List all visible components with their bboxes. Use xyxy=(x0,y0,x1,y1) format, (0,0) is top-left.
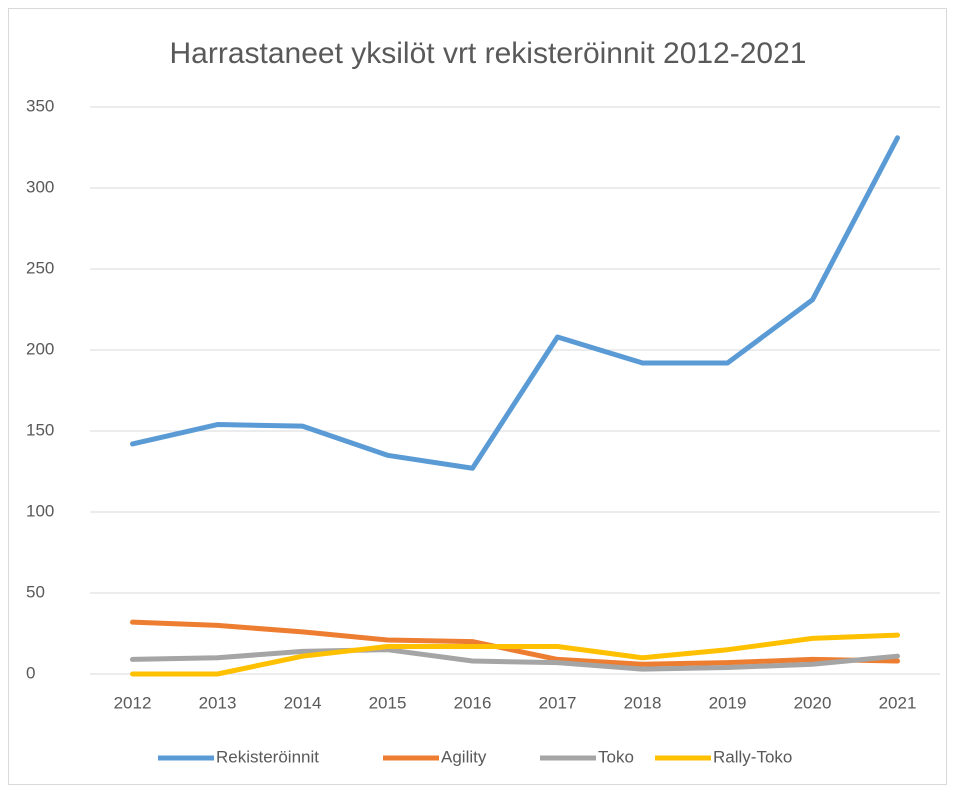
y-tick-label: 200 xyxy=(26,339,54,358)
legend-label: Agility xyxy=(441,747,487,766)
legend-label: Toko xyxy=(598,747,634,766)
x-tick-label: 2015 xyxy=(369,693,407,712)
series-line xyxy=(130,135,900,471)
y-tick-label: 250 xyxy=(26,258,54,277)
y-tick-label: 100 xyxy=(26,501,54,520)
x-tick-label: 2019 xyxy=(709,693,747,712)
x-tick-label: 2020 xyxy=(794,693,832,712)
y-tick-label: 150 xyxy=(26,420,54,439)
chart-title: Harrastaneet yksilöt vrt rekisteröinnit … xyxy=(170,37,807,70)
y-tick-label: 0 xyxy=(26,663,35,682)
series-line xyxy=(130,647,900,672)
x-tick-label: 2012 xyxy=(114,693,152,712)
chart-frame xyxy=(8,8,947,785)
y-tick-label: 50 xyxy=(26,582,45,601)
x-tick-label: 2016 xyxy=(454,693,492,712)
x-tick-label: 2014 xyxy=(284,693,322,712)
y-tick-label: 350 xyxy=(26,96,54,115)
x-tick-label: 2018 xyxy=(624,693,662,712)
x-tick-label: 2017 xyxy=(539,693,577,712)
series-line xyxy=(130,632,900,677)
legend-label: Rekisteröinnit xyxy=(216,747,319,766)
x-tick-label: 2021 xyxy=(879,693,917,712)
y-tick-label: 300 xyxy=(26,177,54,196)
legend-label: Rally-Toko xyxy=(713,747,792,766)
series-line xyxy=(130,619,900,667)
x-tick-label: 2013 xyxy=(199,693,237,712)
